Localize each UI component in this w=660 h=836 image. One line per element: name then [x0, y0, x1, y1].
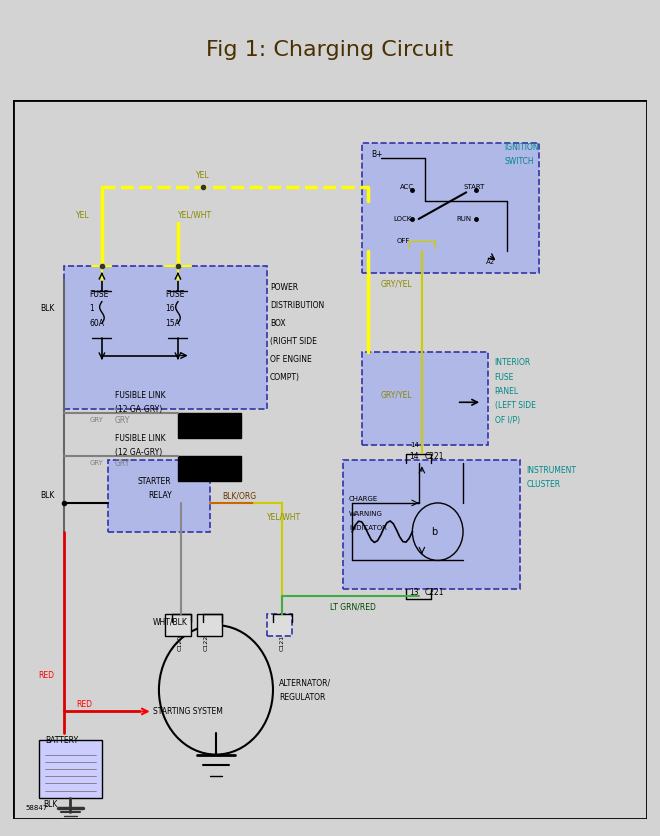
- Text: GRY: GRY: [115, 459, 130, 468]
- Text: OFF: OFF: [397, 237, 410, 243]
- Text: 14: 14: [409, 451, 418, 461]
- Text: C122: C122: [203, 635, 209, 651]
- Text: PANEL: PANEL: [495, 387, 519, 396]
- Text: b: b: [432, 527, 438, 537]
- Bar: [178, 413, 242, 438]
- Text: 15A: 15A: [165, 319, 180, 328]
- Text: (LEFT SIDE: (LEFT SIDE: [495, 401, 536, 410]
- Text: C221: C221: [425, 589, 445, 597]
- Text: GRY/YEL: GRY/YEL: [381, 390, 412, 400]
- Text: (RIGHT SIDE: (RIGHT SIDE: [270, 337, 317, 345]
- Text: GRY: GRY: [115, 415, 130, 425]
- Text: BATTERY: BATTERY: [45, 736, 78, 745]
- Text: OF ENGINE: OF ENGINE: [270, 354, 312, 364]
- Text: BLK: BLK: [40, 304, 54, 314]
- Text: (12 GA-GRY): (12 GA-GRY): [115, 448, 162, 457]
- Text: FUSIBLE LINK: FUSIBLE LINK: [115, 390, 165, 400]
- Text: 14: 14: [410, 442, 418, 448]
- Text: FUSE: FUSE: [89, 290, 109, 299]
- Bar: [267, 614, 292, 636]
- Text: POWER: POWER: [270, 283, 298, 292]
- Text: RELAY: RELAY: [148, 492, 172, 500]
- Text: CHARGE: CHARGE: [349, 497, 378, 502]
- Text: INDICATOR: INDICATOR: [349, 525, 387, 531]
- Text: IGNITION: IGNITION: [504, 143, 539, 151]
- Bar: [38, 740, 102, 798]
- Text: 13: 13: [409, 589, 418, 597]
- Text: LOCK: LOCK: [393, 216, 412, 222]
- Bar: [362, 352, 488, 446]
- Text: (12 GA-GRY): (12 GA-GRY): [115, 405, 162, 414]
- Text: OF I/P): OF I/P): [495, 415, 520, 425]
- Text: GRY: GRY: [89, 461, 103, 466]
- Text: BLK: BLK: [40, 492, 54, 500]
- Text: CLUSTER: CLUSTER: [527, 481, 560, 489]
- Text: YEL: YEL: [197, 171, 210, 181]
- Text: WHT/BLK: WHT/BLK: [152, 617, 187, 626]
- Text: Fig 1: Charging Circuit: Fig 1: Charging Circuit: [207, 40, 453, 60]
- Text: ACC: ACC: [400, 184, 414, 190]
- Text: GRY/YEL: GRY/YEL: [381, 279, 412, 288]
- Text: INTERIOR: INTERIOR: [495, 359, 531, 367]
- Text: STARTING SYSTEM: STARTING SYSTEM: [152, 707, 222, 716]
- Text: B+: B+: [371, 150, 383, 159]
- Bar: [108, 460, 210, 532]
- Text: COMPT): COMPT): [270, 373, 300, 381]
- Text: C121: C121: [279, 635, 284, 651]
- Text: SWITCH: SWITCH: [504, 157, 534, 166]
- Text: FUSIBLE LINK: FUSIBLE LINK: [115, 434, 165, 443]
- Bar: [197, 614, 222, 636]
- Text: RED: RED: [38, 671, 54, 680]
- Text: INSTRUMENT: INSTRUMENT: [527, 466, 576, 475]
- Text: STARTER: STARTER: [138, 477, 172, 486]
- Text: RUN: RUN: [457, 216, 472, 222]
- Text: A2: A2: [486, 259, 495, 265]
- Text: BOX: BOX: [270, 319, 285, 328]
- Text: RED: RED: [77, 700, 92, 709]
- Bar: [165, 614, 191, 636]
- Text: 1: 1: [89, 304, 94, 314]
- Bar: [64, 266, 267, 410]
- Text: WARNING: WARNING: [349, 511, 383, 517]
- Text: 16: 16: [165, 304, 175, 314]
- Text: GRY: GRY: [89, 417, 103, 423]
- Text: LT GRN/RED: LT GRN/RED: [330, 603, 376, 612]
- Text: C120: C120: [178, 635, 183, 651]
- Text: 60A: 60A: [89, 319, 104, 328]
- Text: YEL/WHT: YEL/WHT: [178, 211, 212, 220]
- Bar: [178, 456, 242, 482]
- Text: BLK/ORG: BLK/ORG: [222, 492, 257, 500]
- Bar: [362, 144, 539, 273]
- Text: BLK: BLK: [43, 800, 57, 809]
- Text: ALTERNATOR/: ALTERNATOR/: [279, 678, 331, 687]
- Text: YEL: YEL: [76, 211, 89, 220]
- Text: C221: C221: [425, 451, 445, 461]
- Text: 58847: 58847: [26, 806, 48, 812]
- Text: REGULATOR: REGULATOR: [279, 692, 325, 701]
- Bar: [343, 460, 520, 589]
- Text: START: START: [463, 184, 484, 190]
- Text: DISTRIBUTION: DISTRIBUTION: [270, 301, 324, 309]
- Text: FUSE: FUSE: [165, 290, 185, 299]
- Text: FUSE: FUSE: [495, 373, 514, 381]
- Text: YEL/WHT: YEL/WHT: [267, 512, 301, 522]
